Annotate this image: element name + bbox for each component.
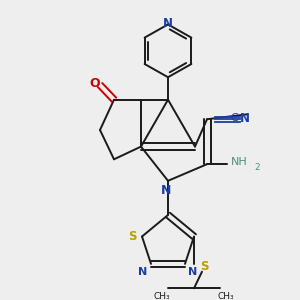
Text: CH₃: CH₃ xyxy=(218,292,234,300)
Text: N: N xyxy=(138,267,148,277)
Text: NH: NH xyxy=(231,157,248,167)
Text: 2: 2 xyxy=(254,163,260,172)
Text: C: C xyxy=(230,113,238,123)
Text: O: O xyxy=(90,76,100,90)
Text: N: N xyxy=(188,267,198,277)
Text: N: N xyxy=(163,17,173,30)
Text: S: S xyxy=(128,230,136,243)
Text: N: N xyxy=(240,112,250,125)
Text: S: S xyxy=(200,260,208,273)
Text: N: N xyxy=(161,184,171,197)
Text: CH₃: CH₃ xyxy=(154,292,170,300)
